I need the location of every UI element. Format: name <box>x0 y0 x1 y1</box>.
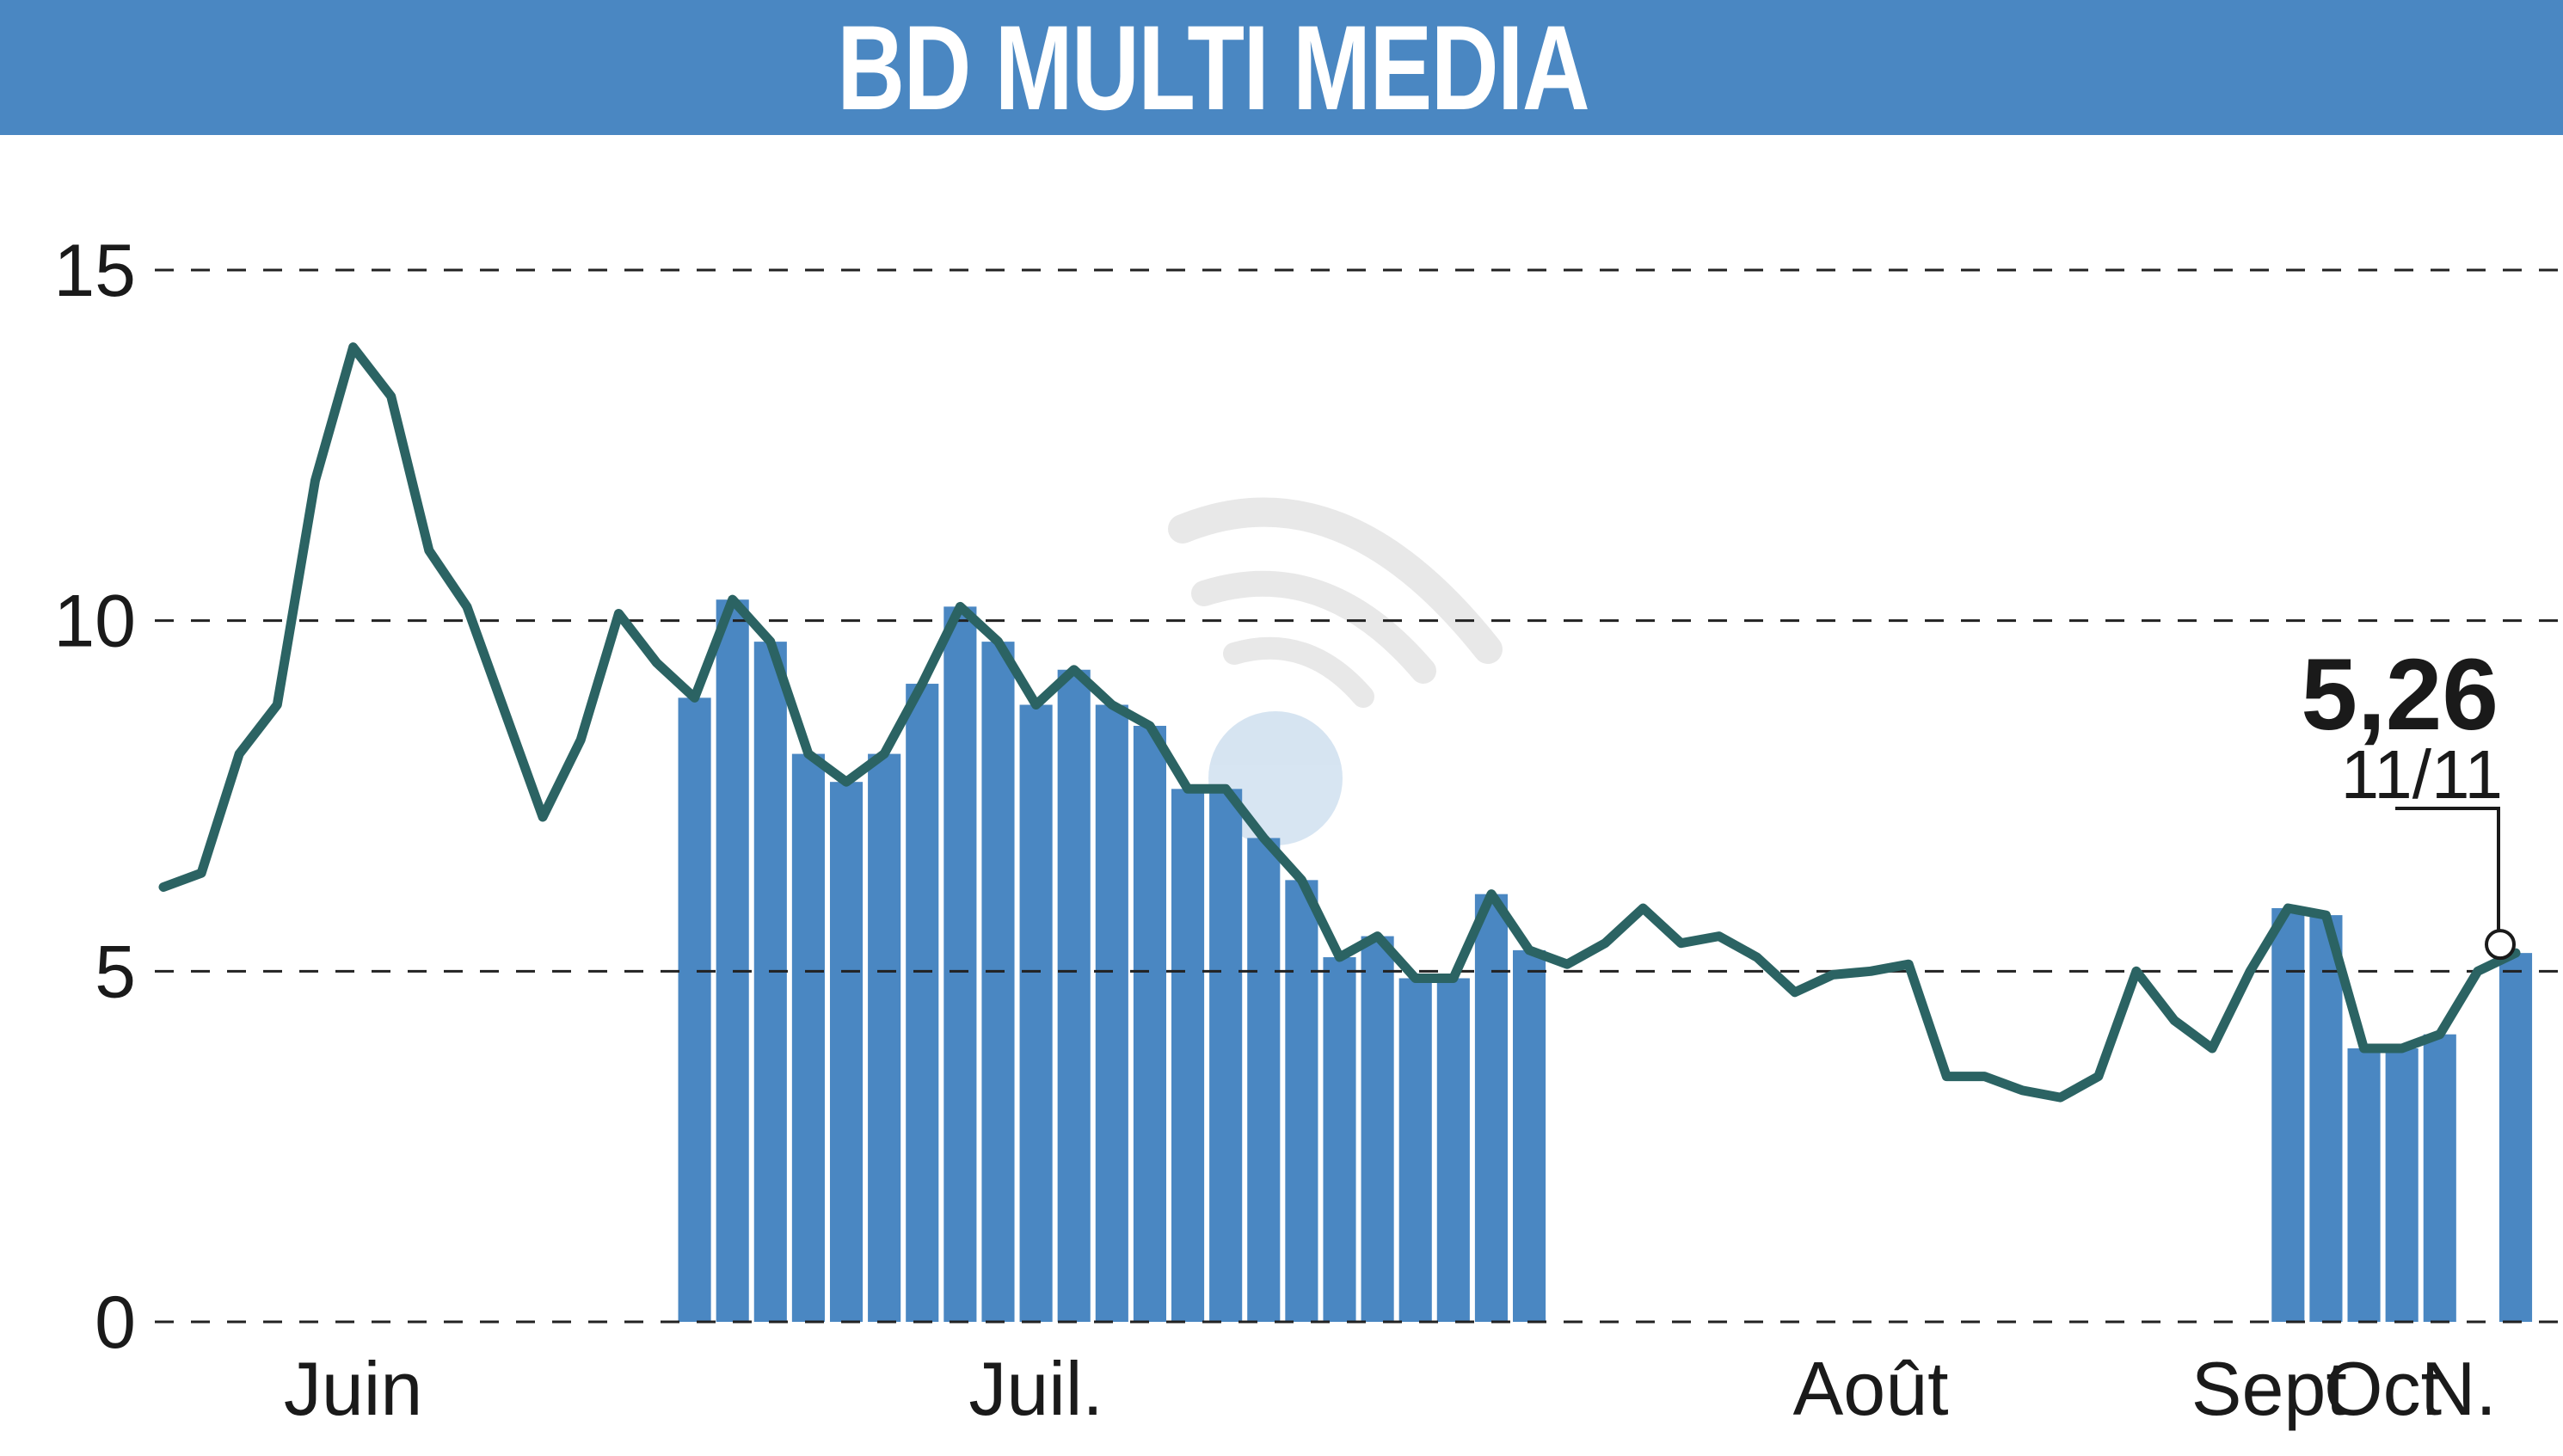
price-line <box>158 342 2521 1103</box>
bar <box>753 642 787 1322</box>
chart-title-banner: BD MULTI MEDIA <box>0 0 2563 135</box>
bar <box>1019 704 1053 1322</box>
y-tick-label: 5 <box>95 931 136 1013</box>
x-tick-label: Juin <box>284 1346 422 1431</box>
x-tick-label: Sept <box>2191 1346 2347 1431</box>
x-tick-label: Oct <box>2324 1346 2442 1431</box>
bar <box>716 599 749 1322</box>
bar <box>1398 978 1432 1322</box>
last-value-marker <box>2485 929 2516 961</box>
shaded-bars <box>678 599 2533 1322</box>
bar <box>1285 880 1318 1322</box>
gridlines <box>155 268 2563 1324</box>
bar <box>906 684 939 1322</box>
bar <box>943 606 977 1322</box>
bar <box>1171 789 1205 1322</box>
bar <box>2385 1048 2419 1322</box>
x-tick-label: Juil. <box>968 1346 1103 1431</box>
x-tick-label: N. <box>2421 1346 2497 1431</box>
bar <box>2498 953 2533 1322</box>
y-tick-label: 0 <box>95 1281 136 1364</box>
bar <box>1247 838 1281 1322</box>
bar <box>1436 978 1470 1322</box>
bar <box>1095 704 1128 1322</box>
bar <box>829 782 864 1322</box>
x-tick-label: Août <box>1793 1346 1949 1431</box>
bar <box>2271 907 2305 1322</box>
bar <box>2423 1034 2456 1322</box>
last-value-label: 5,26 <box>2301 638 2498 752</box>
bar <box>2347 1048 2381 1322</box>
bar <box>1133 725 1166 1322</box>
bar <box>868 753 901 1322</box>
y-tick-label: 15 <box>53 230 136 312</box>
chart-title: BD MULTI MEDIA <box>837 0 1589 135</box>
y-axis-ticks: 0 5 10 15 <box>53 230 136 1364</box>
bar <box>1474 894 1509 1322</box>
bar <box>678 697 711 1322</box>
bar <box>1323 957 1356 1322</box>
bar <box>1057 669 1091 1322</box>
bar <box>1513 949 1546 1322</box>
bar <box>1361 936 1394 1322</box>
bar <box>981 642 1015 1322</box>
y-tick-label: 10 <box>53 581 136 663</box>
last-value-callout-line <box>2395 807 2500 931</box>
bar <box>791 753 825 1322</box>
last-date-label: 11/11 <box>2341 736 2503 813</box>
bar <box>1209 789 1243 1322</box>
bar <box>2309 915 2343 1322</box>
